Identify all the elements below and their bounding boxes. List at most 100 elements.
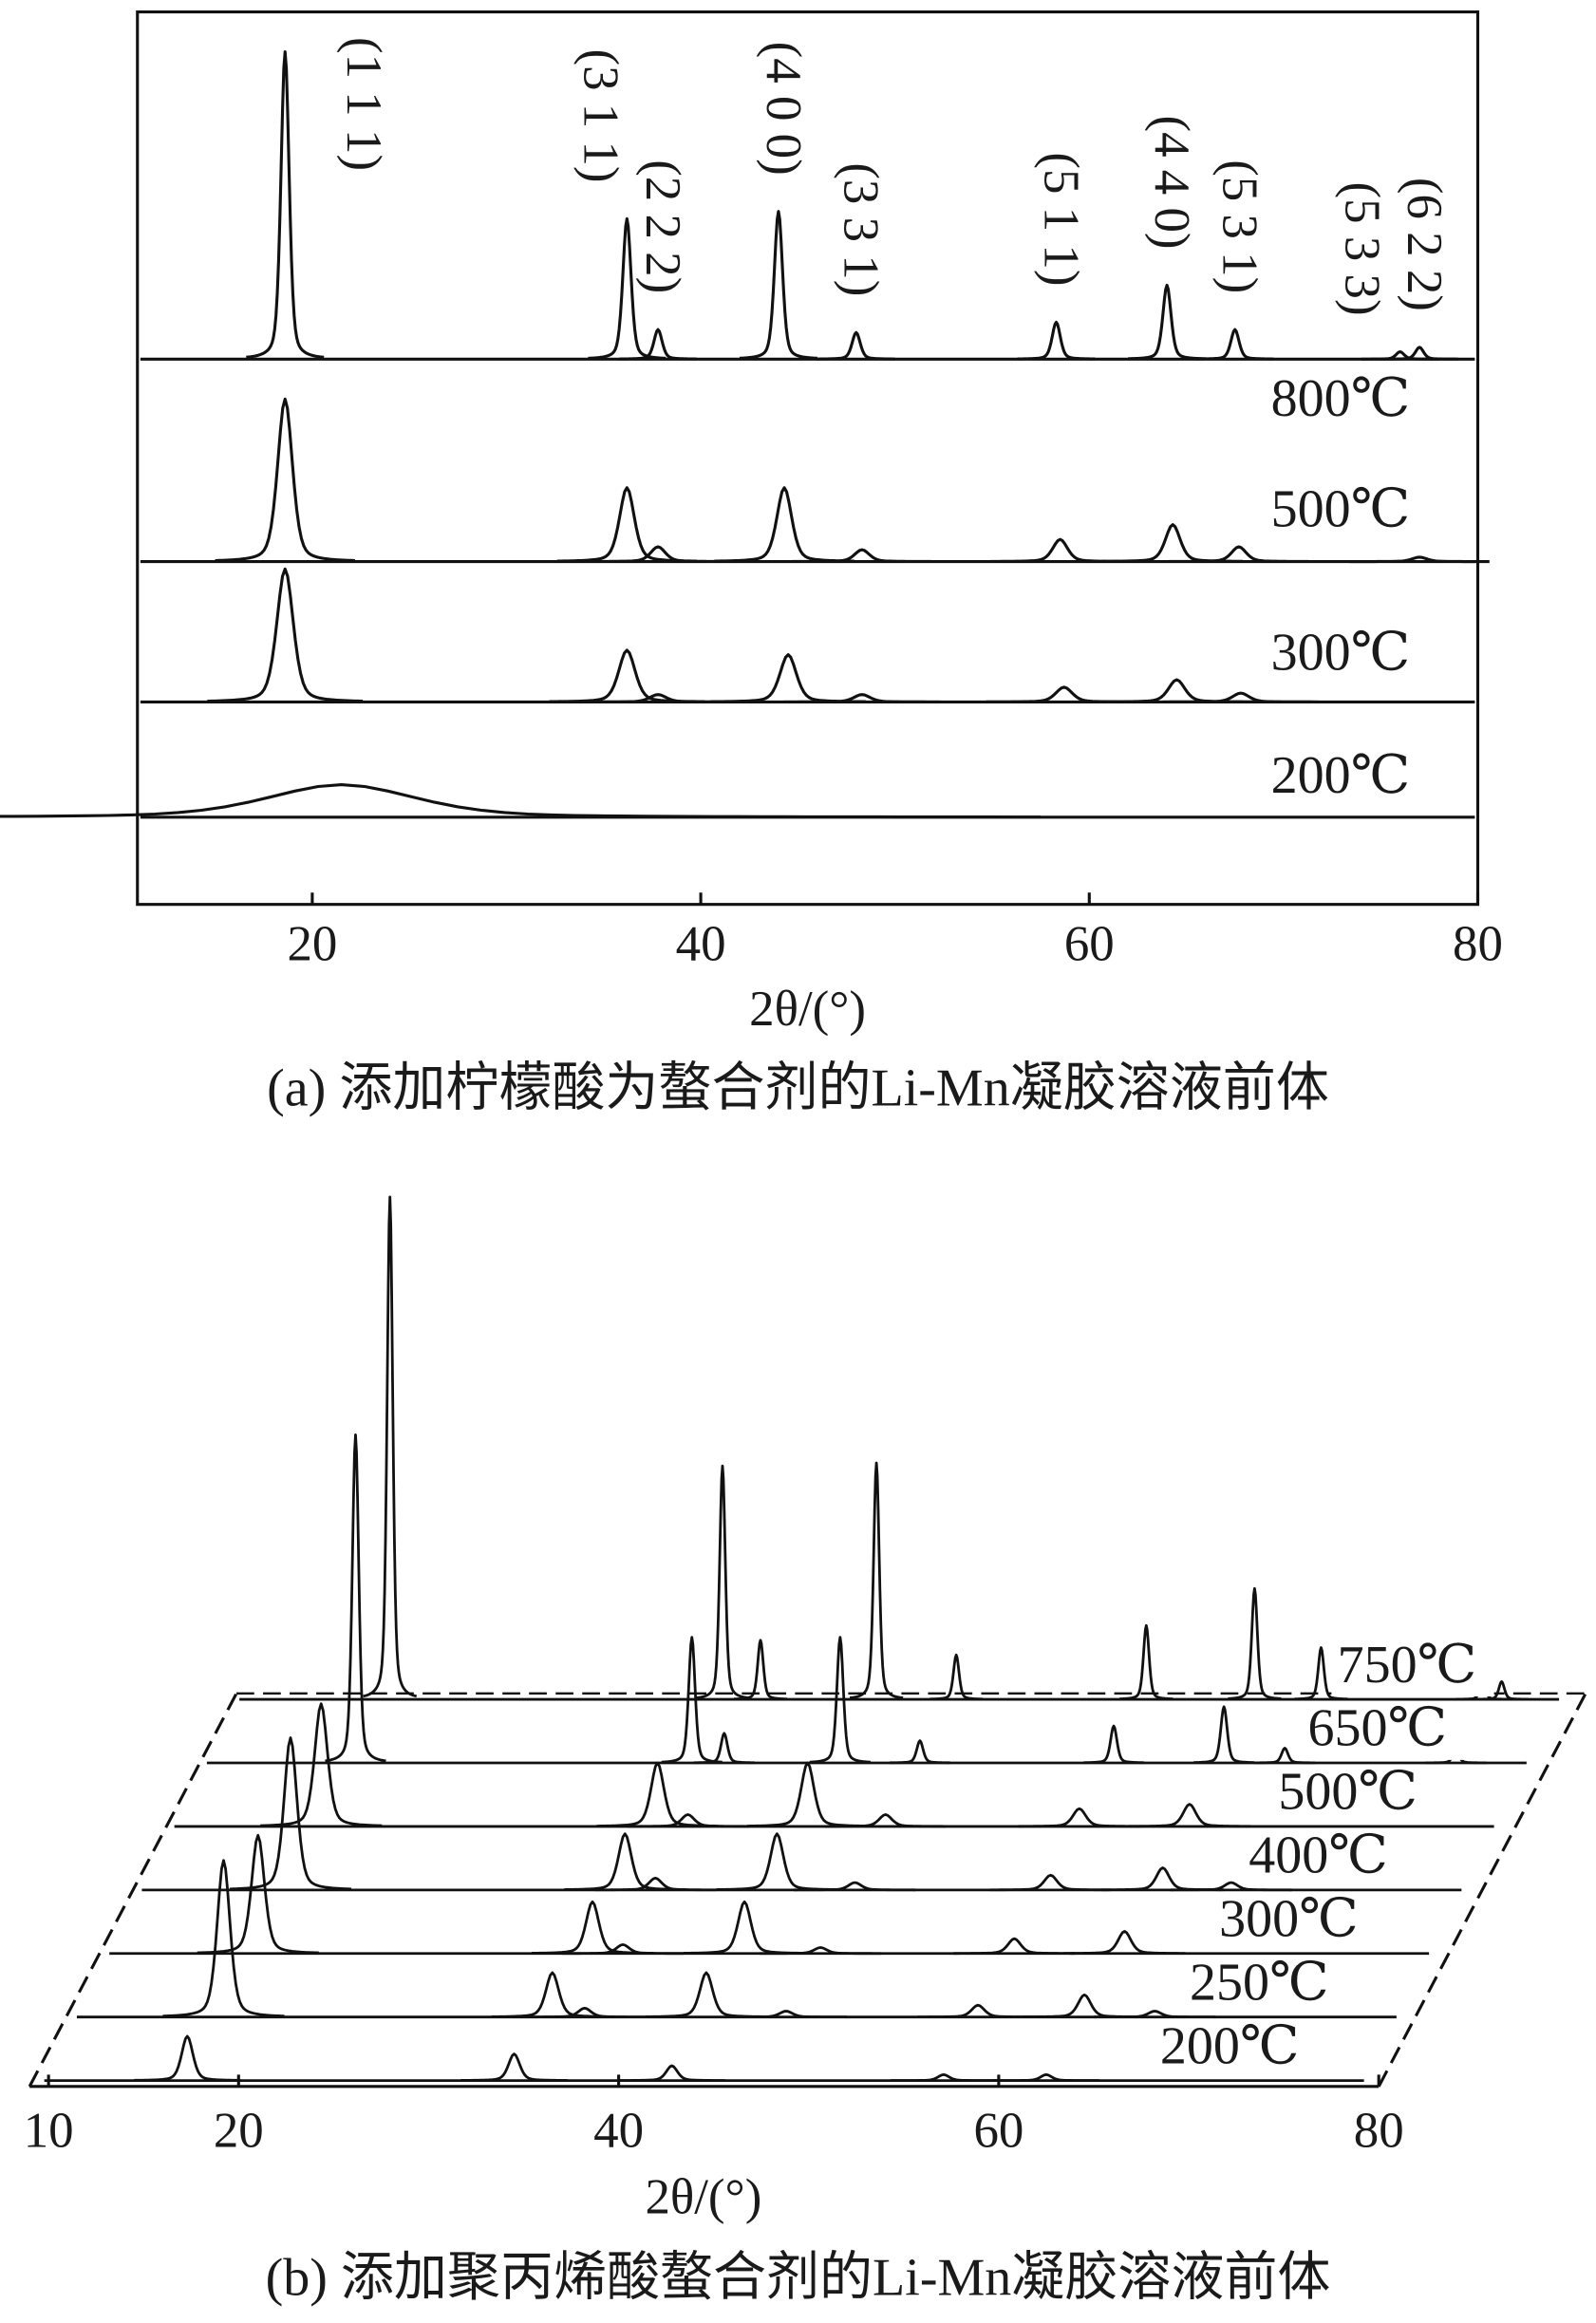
diffraction-peak: [1023, 1993, 1146, 2018]
label-bg: [1272, 1770, 1436, 1824]
diffraction-peak: [917, 2003, 1040, 2019]
diffraction-peak: [992, 2073, 1099, 2083]
miller-index: (4 4 0): [1144, 116, 1199, 250]
diffraction-peak: [207, 567, 364, 703]
diffraction-peak: [549, 648, 705, 703]
diffraction-peak: [588, 216, 667, 360]
miller-index: (5 3 3): [1335, 182, 1390, 316]
diffraction-peak: [929, 1653, 984, 1701]
caption: (a) 添加柠檬酸为螯合剂的Li-Mn凝胶溶液前体: [267, 1059, 1329, 1118]
series-label: 650℃: [1307, 1699, 1447, 1758]
diffraction-peak: [695, 1464, 750, 1699]
diffraction-peak: [1293, 1646, 1348, 1701]
diffraction-peak: [162, 1859, 285, 2018]
series-label: 400℃: [1249, 1827, 1388, 1885]
diffraction-peak: [645, 1971, 767, 2018]
diffraction-peak: [889, 1739, 951, 1765]
x-tick-label: 10: [24, 2103, 74, 2158]
x-tick-label: 20: [287, 917, 337, 972]
label-bg: [1302, 1706, 1465, 1760]
x-tick-label: 20: [214, 2103, 264, 2158]
diffraction-peak: [491, 1971, 613, 2018]
diffraction-peak: [363, 1195, 418, 1698]
x-tick-label: 60: [1064, 917, 1115, 972]
diffraction-peak: [197, 1833, 319, 1955]
diffraction-peak: [460, 2052, 568, 2082]
series-label: 200℃: [1160, 2016, 1300, 2075]
diffraction-peak: [817, 330, 895, 361]
diffraction-peak: [1163, 691, 1319, 703]
diffraction-peak: [556, 486, 698, 563]
diffraction-peak: [618, 328, 698, 361]
diffraction-peak: [1361, 349, 1439, 361]
diffraction-peak: [260, 1702, 383, 1827]
diffraction-peak: [739, 210, 818, 360]
diffraction-peak: [215, 397, 355, 563]
diffraction-peak: [1118, 1623, 1174, 1700]
x-tick-label: 60: [973, 2103, 1023, 2158]
diffraction-peak: [890, 2073, 997, 2083]
diffraction-peak: [693, 1732, 756, 1765]
series-label: 800℃: [1271, 369, 1411, 428]
diffraction-peak: [1128, 1803, 1250, 1828]
miller-index: (3 1 1): [573, 48, 629, 182]
diffraction-peak: [1170, 1881, 1292, 1892]
x-axis-label: 2θ/(°): [645, 2169, 761, 2224]
diffraction-peak: [134, 2034, 241, 2082]
diffraction-peak: [1380, 346, 1459, 361]
caption: (b) 添加聚丙烯酸螯合剂的Li-Mn凝胶溶液前体: [266, 2249, 1331, 2308]
diffraction-peak: [229, 1736, 352, 1891]
diffraction-peak: [580, 693, 736, 703]
series-label: 300℃: [1219, 1890, 1359, 1949]
diffraction-peak: [710, 653, 866, 703]
depth-edge: [1377, 1693, 1587, 2088]
series-label: 300℃: [1271, 624, 1411, 683]
x-tick-label: 80: [1453, 917, 1503, 972]
x-tick-label: 40: [676, 917, 726, 972]
diffraction-peak: [746, 1761, 869, 1827]
label-bg: [1154, 2024, 1317, 2078]
miller-index: (6 2 2): [1397, 178, 1452, 311]
diffraction-peak: [1253, 1747, 1316, 1765]
diffraction-peak: [588, 545, 728, 564]
diffraction-peak: [989, 537, 1131, 563]
diffraction-peak: [714, 486, 854, 563]
series-label: 750℃: [1338, 1636, 1477, 1695]
x-tick-label: 80: [1354, 2103, 1404, 2158]
diffraction-peak: [1349, 555, 1490, 564]
series-label: 200℃: [1271, 746, 1411, 805]
diffraction-peak: [531, 1900, 654, 1955]
diffraction-peak: [594, 1876, 717, 1892]
plot-frame: [136, 10, 1480, 907]
diffraction-peak: [760, 1946, 882, 1956]
diffraction-peak: [1101, 1866, 1224, 1892]
label-bg: [1183, 1960, 1346, 2014]
diffraction-peak: [1102, 523, 1243, 563]
diffraction-peak: [716, 1832, 838, 1891]
depth-edge: [28, 1693, 238, 2088]
diffraction-peak: [1195, 328, 1274, 361]
diffraction-peak: [618, 2064, 725, 2082]
diffraction-peak: [1094, 2010, 1216, 2019]
diffraction-peak: [523, 2006, 646, 2019]
diffraction-peak: [849, 1461, 904, 1699]
diffraction-peak: [724, 2010, 847, 2019]
diffraction-peak: [1169, 545, 1309, 564]
diffraction-peak: [989, 1873, 1112, 1892]
label-bg: [1331, 1642, 1494, 1696]
diffraction-peak: [246, 50, 325, 359]
diffraction-peak: [1098, 678, 1255, 703]
diffraction-peak: [1128, 283, 1207, 361]
diffraction-peak: [1018, 1807, 1140, 1828]
diffraction-peak: [0, 783, 1042, 819]
miller-index: (2 2 2): [635, 159, 690, 293]
x-axis-label: 2θ/(°): [749, 982, 866, 1037]
diffraction-peak: [561, 1943, 685, 1956]
diffraction-peak: [986, 685, 1142, 703]
diffraction-peak: [824, 1813, 947, 1828]
diffraction-peak: [784, 693, 940, 703]
diffraction-peak: [564, 1832, 686, 1891]
diffraction-peak: [1474, 1679, 1530, 1701]
diffraction-peak: [792, 548, 932, 564]
